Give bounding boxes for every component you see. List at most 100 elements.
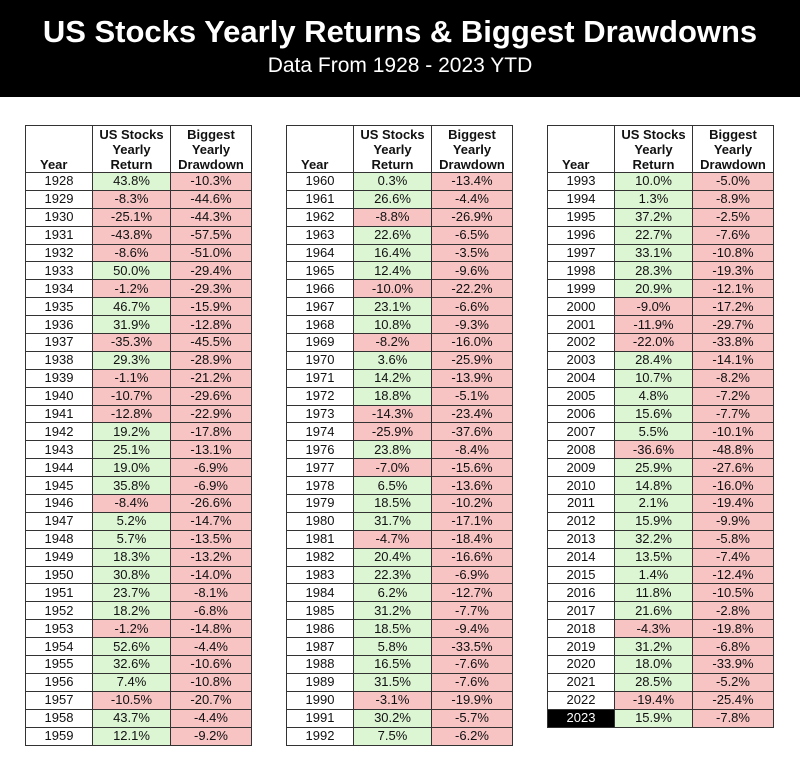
year-cell: 1938: [25, 350, 93, 370]
return-cell: 26.6%: [353, 189, 432, 209]
drawdown-cell: -26.6%: [170, 494, 252, 513]
return-cell: 19.0%: [92, 458, 171, 478]
drawdown-cell: -10.3%: [170, 172, 252, 191]
returns-table-2: Year US Stocks Yearly Return Biggest Yearl…: [286, 125, 513, 746]
return-cell: 18.3%: [92, 547, 171, 567]
drawdown-cell: -6.9%: [170, 476, 252, 496]
drawdown-cell: -5.2%: [692, 672, 774, 692]
table-row: 2015 1.4% -12.4%: [547, 565, 774, 585]
return-cell: 32.6%: [92, 655, 171, 674]
table-row: 1997 33.1% -10.8%: [547, 243, 774, 263]
drawdown-cell: -5.1%: [431, 386, 513, 406]
table-row: 2000 -9.0% -17.2%: [547, 297, 774, 317]
year-cell: 2003: [547, 350, 615, 370]
table-row: 1988 16.5% -7.6%: [286, 655, 513, 674]
drawdown-cell: -10.1%: [692, 422, 774, 442]
year-cell: 1986: [286, 619, 354, 639]
return-cell: 6.5%: [353, 476, 432, 496]
year-cell: 2016: [547, 583, 615, 603]
year-cell: 1973: [286, 404, 354, 424]
year-cell: 1966: [286, 279, 354, 299]
table-row: 2017 21.6% -2.8%: [547, 601, 774, 621]
year-cell: 1993: [547, 172, 615, 191]
table-row: 1966 -10.0% -22.2%: [286, 279, 513, 299]
table-row: 1980 31.7% -17.1%: [286, 511, 513, 531]
table-row: 2020 18.0% -33.9%: [547, 655, 774, 674]
page-title: US Stocks Yearly Returns & Biggest Drawd…: [42, 14, 758, 49]
return-cell: 20.4%: [353, 547, 432, 567]
year-cell: 1995: [547, 207, 615, 227]
drawdown-cell: -18.4%: [431, 529, 513, 549]
drawdown-cell: -15.6%: [431, 458, 513, 478]
return-cell: 16.5%: [353, 655, 432, 674]
table-row: 1936 31.9% -12.8%: [25, 315, 252, 335]
return-cell: 52.6%: [92, 637, 171, 657]
drawdown-cell: -29.7%: [692, 315, 774, 335]
year-cell: 1932: [25, 243, 93, 263]
return-cell: 11.8%: [614, 583, 693, 603]
drawdown-cell: -57.5%: [170, 225, 252, 245]
year-cell: 1945: [25, 476, 93, 496]
year-cell: 1937: [25, 333, 93, 352]
return-cell: 18.8%: [353, 386, 432, 406]
return-cell: -36.6%: [614, 440, 693, 460]
drawdown-cell: -7.7%: [431, 601, 513, 621]
year-cell: 1929: [25, 189, 93, 209]
return-cell: -8.3%: [92, 189, 171, 209]
return-cell: 1.4%: [614, 565, 693, 585]
return-cell: 4.8%: [614, 386, 693, 406]
year-cell: 2012: [547, 511, 615, 531]
column-header: US Stocks Yearly Return: [353, 125, 432, 173]
table-row: 1987 5.8% -33.5%: [286, 637, 513, 657]
table-row: 1983 22.3% -6.9%: [286, 565, 513, 585]
table-row: 1933 50.0% -29.4%: [25, 261, 252, 281]
return-cell: 15.9%: [614, 708, 693, 728]
drawdown-cell: -44.6%: [170, 189, 252, 209]
return-cell: 5.7%: [92, 529, 171, 549]
drawdown-cell: -26.9%: [431, 207, 513, 227]
year-cell: 1972: [286, 386, 354, 406]
year-cell: 1928: [25, 172, 93, 191]
table-row: 1996 22.7% -7.6%: [547, 225, 774, 245]
return-cell: 14.8%: [614, 476, 693, 496]
return-cell: -1.1%: [92, 368, 171, 388]
year-cell: 2011: [547, 494, 615, 513]
year-cell: 1963: [286, 225, 354, 245]
drawdown-cell: -9.4%: [431, 619, 513, 639]
table-row: 1961 26.6% -4.4%: [286, 189, 513, 209]
year-cell: 1936: [25, 315, 93, 335]
return-cell: 18.0%: [614, 655, 693, 674]
year-cell: 1956: [25, 672, 93, 692]
return-cell: -11.9%: [614, 315, 693, 335]
year-cell: 1962: [286, 207, 354, 227]
table-row: 1972 18.8% -5.1%: [286, 386, 513, 406]
return-cell: 32.2%: [614, 529, 693, 549]
table-row: 1969 -8.2% -16.0%: [286, 333, 513, 352]
year-cell: 1983: [286, 565, 354, 585]
table-row: 1952 18.2% -6.8%: [25, 601, 252, 621]
return-cell: 5.8%: [353, 637, 432, 657]
drawdown-cell: -4.4%: [431, 189, 513, 209]
year-cell: 2010: [547, 476, 615, 496]
return-cell: 10.7%: [614, 368, 693, 388]
year-cell: 2021: [547, 672, 615, 692]
return-cell: 10.8%: [353, 315, 432, 335]
table-row: 1955 32.6% -10.6%: [25, 655, 252, 674]
table-row: 1957 -10.5% -20.7%: [25, 690, 252, 710]
year-cell: 1942: [25, 422, 93, 442]
drawdown-cell: -13.5%: [170, 529, 252, 549]
drawdown-cell: -8.1%: [170, 583, 252, 603]
drawdown-cell: -17.8%: [170, 422, 252, 442]
table-row: 1939 -1.1% -21.2%: [25, 368, 252, 388]
return-cell: 5.5%: [614, 422, 693, 442]
table-row: 1930 -25.1% -44.3%: [25, 207, 252, 227]
table-row: 1984 6.2% -12.7%: [286, 583, 513, 603]
year-cell: 2013: [547, 529, 615, 549]
table-row: 1963 22.6% -6.5%: [286, 225, 513, 245]
year-cell: 1947: [25, 511, 93, 531]
return-cell: 31.2%: [614, 637, 693, 657]
year-cell: 1949: [25, 547, 93, 567]
drawdown-cell: -6.9%: [431, 565, 513, 585]
table-row: 1968 10.8% -9.3%: [286, 315, 513, 335]
return-cell: 21.6%: [614, 601, 693, 621]
